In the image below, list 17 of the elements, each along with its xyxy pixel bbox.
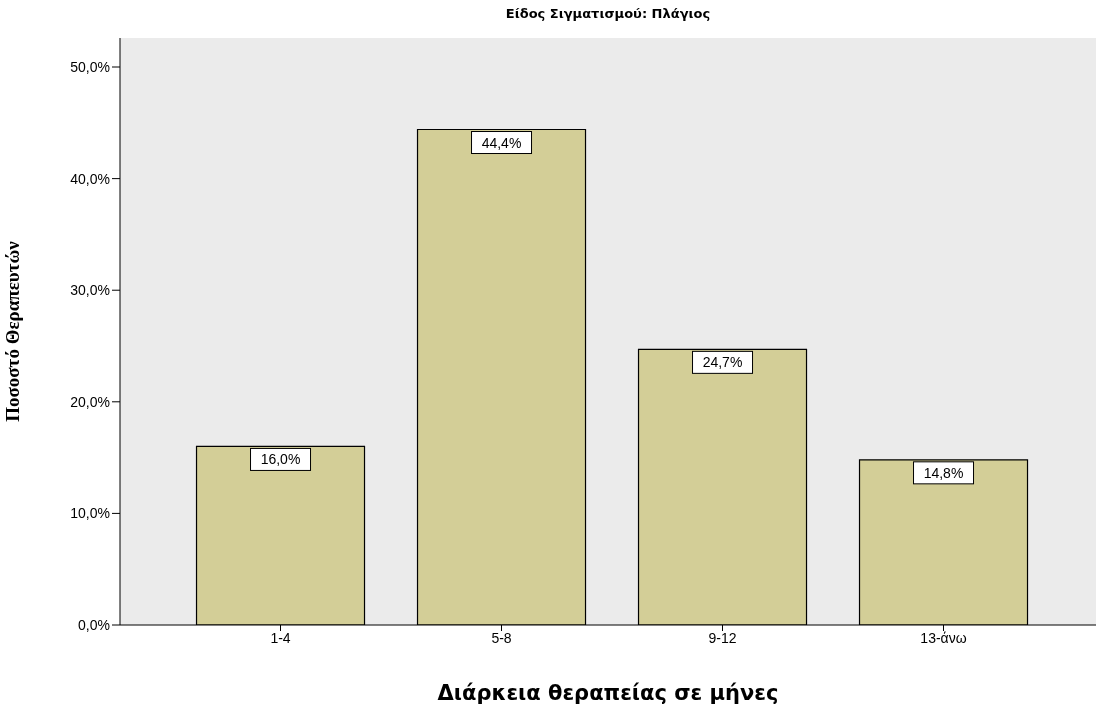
x-tick-label: 9-12 bbox=[708, 629, 737, 646]
y-tick-label: 40,0% bbox=[70, 170, 110, 187]
y-tick-label: 10,0% bbox=[70, 505, 110, 522]
y-axis-title: Ποσοστό Θεραπευτών bbox=[1, 240, 23, 422]
x-axis-title: Διάρκεια θεραπείας σε μήνες bbox=[437, 681, 779, 705]
y-tick-label: 0,0% bbox=[78, 616, 110, 633]
data-label: 16,0% bbox=[260, 451, 301, 468]
x-tick-label: 13-άνω bbox=[920, 629, 967, 646]
y-tick-label: 50,0% bbox=[70, 58, 110, 75]
data-label: 24,7% bbox=[702, 354, 743, 371]
y-tick-label: 20,0% bbox=[70, 393, 110, 410]
y-tick-label: 30,0% bbox=[70, 282, 110, 299]
data-label: 14,8% bbox=[923, 464, 964, 481]
x-tick-label: 5-8 bbox=[491, 629, 512, 646]
chart-title: Είδος Σιγματισμού: Πλάγιος bbox=[504, 6, 712, 21]
x-tick-label: 1-4 bbox=[270, 629, 291, 646]
data-label: 44,4% bbox=[481, 134, 522, 151]
